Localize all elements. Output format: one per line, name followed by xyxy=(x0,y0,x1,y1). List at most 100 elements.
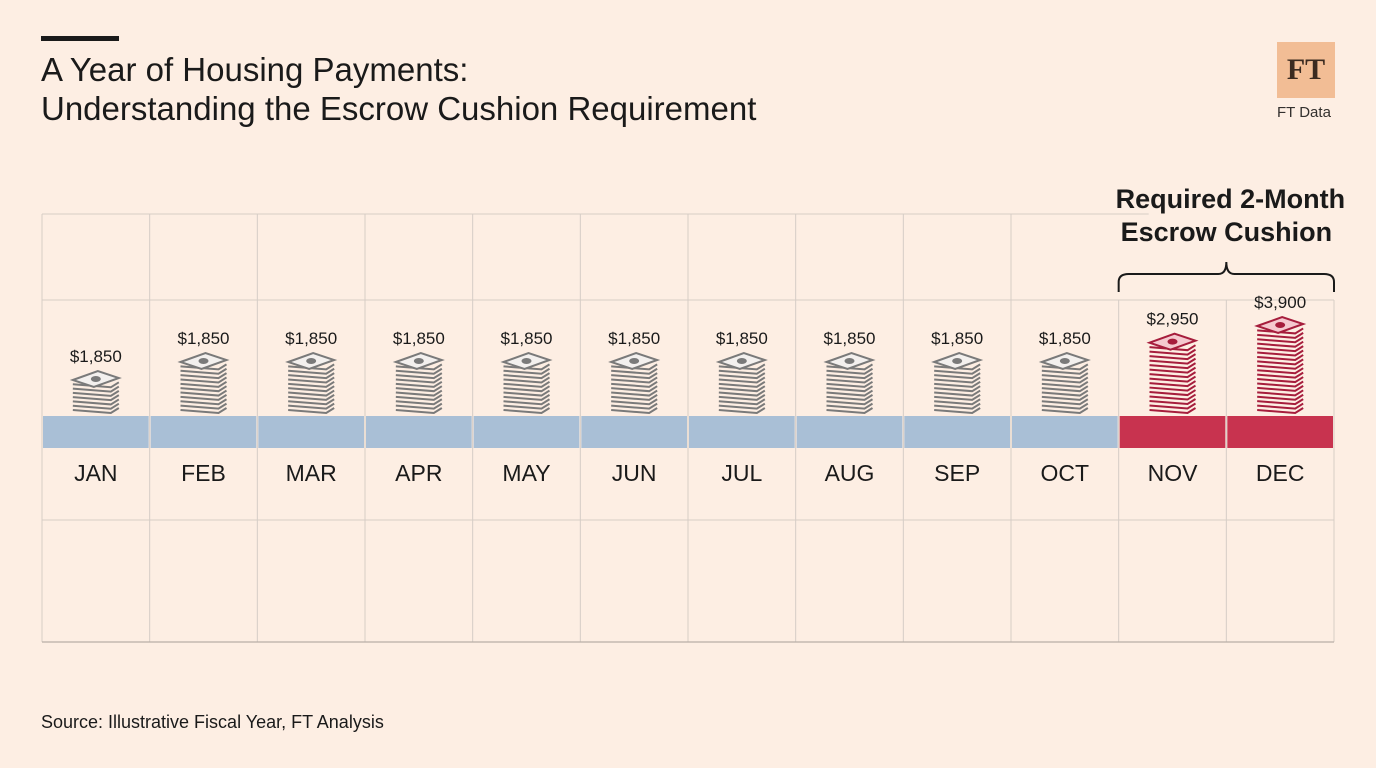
cash-sheet xyxy=(1149,393,1197,401)
cash-sheet xyxy=(718,363,766,371)
month-band-nov xyxy=(1119,416,1226,448)
cash-sheet xyxy=(288,394,335,401)
cash-sheet xyxy=(288,398,335,406)
cash-sheet xyxy=(826,380,874,388)
cash-sheet xyxy=(72,385,120,393)
cash-sheet xyxy=(1149,348,1197,356)
month-band-sep xyxy=(904,416,1010,448)
cash-sheet xyxy=(180,372,228,380)
cash-sheet xyxy=(1041,389,1089,397)
cash-sheet xyxy=(395,367,443,375)
cash-sheet xyxy=(395,376,443,384)
cash-sheet xyxy=(1041,407,1089,415)
cash-sheet xyxy=(180,402,228,410)
month-band-feb xyxy=(150,416,257,448)
cash-sheet xyxy=(503,394,551,401)
cash-sheet xyxy=(1149,380,1197,388)
cash-sheet xyxy=(288,372,335,380)
cash-sheet xyxy=(826,372,874,380)
month-label-aug: AUG xyxy=(825,460,875,486)
cash-sheet xyxy=(611,385,658,393)
cash-sheet xyxy=(180,367,228,375)
value-label-mar: $1,850 xyxy=(285,329,337,348)
cash-sheet xyxy=(72,390,120,397)
month-label-feb: FEB xyxy=(181,460,226,486)
cash-bill-seal xyxy=(629,358,640,364)
annotation-line-2: Escrow Cushion xyxy=(1121,217,1333,247)
month-label-jan: JAN xyxy=(74,460,117,486)
cash-sheet xyxy=(395,372,443,380)
cash-sheet xyxy=(72,402,120,410)
cash-sheet xyxy=(288,363,335,371)
cash-sheet xyxy=(718,394,766,401)
cash-sheet xyxy=(1149,371,1197,379)
source-note: Source: Illustrative Fiscal Year, FT Ana… xyxy=(41,712,384,732)
value-label-oct: $1,850 xyxy=(1039,329,1091,348)
cash-sheet xyxy=(826,398,874,406)
cash-sheet xyxy=(1041,367,1089,375)
cash-bill-seal xyxy=(90,376,101,382)
value-label-aug: $1,850 xyxy=(824,329,876,348)
cash-sheet xyxy=(611,372,658,380)
cash-sheet xyxy=(180,394,228,401)
cash-sheet xyxy=(1257,393,1304,401)
cash-sheet xyxy=(611,407,658,415)
cash-sheet xyxy=(180,407,228,415)
cash-stack-icon xyxy=(931,351,984,415)
cash-sheet xyxy=(826,363,874,371)
cash-sheet xyxy=(934,372,981,380)
cash-sheet xyxy=(611,389,658,397)
cash-sheet xyxy=(180,376,228,384)
cash-sheet xyxy=(826,407,874,415)
cash-sheet xyxy=(718,407,766,415)
cash-sheet xyxy=(1257,354,1304,361)
cash-stack-icon xyxy=(69,369,122,415)
cash-sheet xyxy=(395,407,443,415)
value-label-jan: $1,850 xyxy=(70,347,122,366)
month-band-oct xyxy=(1012,416,1118,448)
cash-sheet xyxy=(503,402,551,410)
cash-sheet xyxy=(180,380,228,388)
cash-sheet xyxy=(934,376,981,384)
month-label-apr: APR xyxy=(395,460,442,486)
value-label-feb: $1,850 xyxy=(178,329,230,348)
cash-sheet xyxy=(1041,398,1089,406)
cash-sheet xyxy=(1149,398,1197,406)
cash-sheet xyxy=(503,398,551,406)
cash-sheet xyxy=(1149,366,1197,374)
cash-sheet xyxy=(934,398,981,406)
cash-sheet xyxy=(503,376,551,384)
cash-sheet xyxy=(826,389,874,397)
value-label-apr: $1,850 xyxy=(393,329,445,348)
cash-sheet xyxy=(1149,402,1197,410)
cash-sheet xyxy=(1257,362,1304,370)
cash-stack-icon xyxy=(1254,315,1307,415)
cash-sheet xyxy=(611,367,658,375)
cash-sheet xyxy=(1257,389,1304,397)
cash-sheet xyxy=(718,389,766,397)
cash-sheet xyxy=(611,398,658,406)
title-line-2: Understanding the Escrow Cushion Require… xyxy=(41,90,757,127)
cash-stack-icon xyxy=(1038,351,1091,415)
cash-sheet xyxy=(1041,394,1089,401)
cash-stack-icon xyxy=(177,351,230,415)
cash-sheet xyxy=(1149,389,1197,397)
cash-sheet xyxy=(1257,385,1304,392)
cash-sheet xyxy=(1257,340,1304,348)
month-label-nov: NOV xyxy=(1148,460,1199,486)
cash-sheet xyxy=(718,398,766,406)
month-band-mar xyxy=(258,416,364,448)
cash-sheet xyxy=(934,402,981,410)
cash-sheet xyxy=(503,385,551,393)
chart-grid xyxy=(41,213,1335,643)
cash-sheet xyxy=(503,380,551,388)
cash-sheet xyxy=(1257,380,1304,388)
cash-stack-icon xyxy=(1146,332,1199,415)
month-label-oct: OCT xyxy=(1041,460,1090,486)
month-band-dec xyxy=(1227,416,1333,448)
cash-stack-icon xyxy=(823,351,876,415)
cash-sheet xyxy=(1149,353,1197,361)
cash-stack-icon xyxy=(392,351,445,415)
cash-sheet xyxy=(934,389,981,397)
